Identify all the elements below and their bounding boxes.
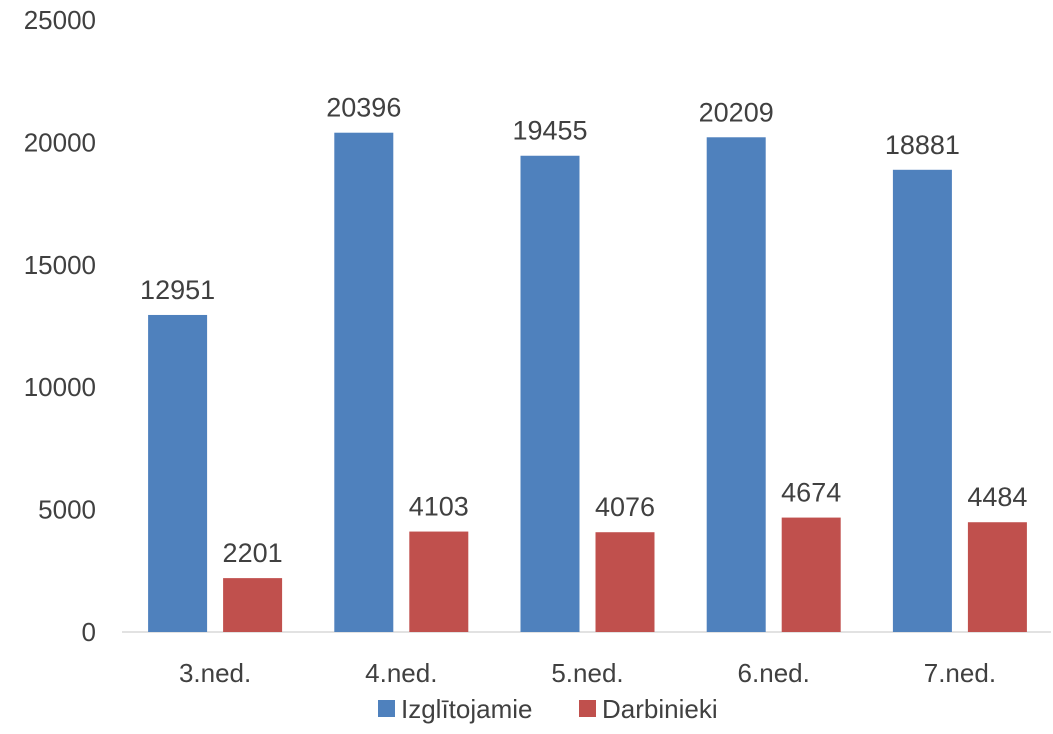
y-tick-label: 25000 [24, 5, 96, 35]
bar-darbinieki [781, 517, 841, 632]
bar-izglitojamie [334, 132, 394, 632]
bar-darbinieki [223, 578, 283, 632]
data-label: 4484 [967, 482, 1027, 512]
data-label: 20396 [326, 93, 401, 123]
data-label: 18881 [885, 130, 960, 160]
bar-izglitojamie [148, 314, 208, 632]
x-tick-label: 3.ned. [179, 658, 251, 688]
bar-darbinieki [967, 522, 1027, 632]
data-label: 4103 [409, 492, 469, 522]
legend: Izglītojamie Darbinieki [378, 694, 718, 724]
legend-swatch [579, 700, 596, 717]
y-tick-label: 20000 [24, 127, 96, 157]
x-tick-label: 7.ned. [924, 658, 996, 688]
data-labels: 12951 2201 20396 4103 19455 4076 20209 4674 1888… [140, 93, 1027, 568]
data-label: 4674 [781, 478, 841, 508]
x-tick-label: 4.ned. [365, 658, 437, 688]
y-tick-label: 10000 [24, 372, 96, 402]
y-tick-label: 15000 [24, 250, 96, 280]
y-tick-label: 5000 [38, 495, 96, 525]
y-tick-label: 0 [82, 617, 96, 647]
data-label: 20209 [699, 97, 774, 127]
data-label: 2201 [223, 538, 283, 568]
legend-swatch [378, 700, 395, 717]
bar-darbinieki [595, 532, 655, 632]
bar-darbinieki [409, 531, 469, 632]
data-label: 19455 [512, 116, 587, 146]
legend-label: Darbinieki [602, 694, 718, 724]
x-tick-label: 6.ned. [738, 658, 810, 688]
bar-izglitojamie [892, 169, 952, 632]
data-label: 12951 [140, 275, 215, 305]
data-label: 4076 [595, 492, 655, 522]
bar-izglitojamie [706, 137, 766, 632]
x-tick-label: 5.ned. [551, 658, 623, 688]
legend-label: Izglītojamie [401, 694, 533, 724]
bars [148, 132, 1027, 633]
x-axis: 3.ned. 4.ned. 5.ned. 6.ned. 7.ned. [179, 658, 996, 688]
y-axis: 0 5000 10000 15000 20000 25000 [24, 5, 96, 647]
bar-izglitojamie [520, 155, 580, 633]
